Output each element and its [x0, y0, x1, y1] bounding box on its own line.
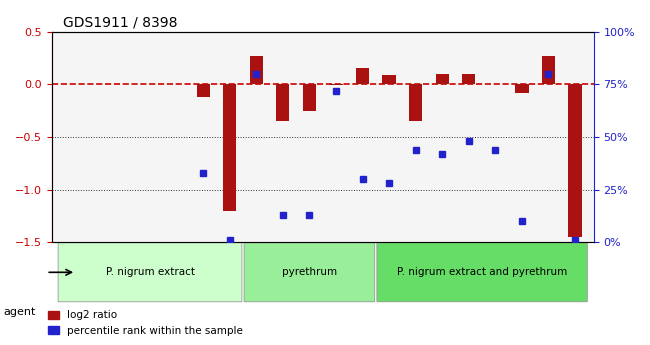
Bar [568, 84, 582, 237]
FancyBboxPatch shape [377, 243, 588, 302]
Bar [223, 84, 237, 210]
Text: pyrethrum: pyrethrum [282, 267, 337, 277]
Bar [303, 84, 316, 110]
Bar [542, 56, 555, 84]
Bar [250, 56, 263, 84]
Bar [436, 74, 449, 84]
Text: P. nigrum extract and pyrethrum: P. nigrum extract and pyrethrum [397, 267, 567, 277]
Bar [462, 74, 475, 84]
Bar [515, 84, 528, 93]
Legend: log2 ratio, percentile rank within the sample: log2 ratio, percentile rank within the s… [44, 306, 247, 340]
Bar [276, 84, 289, 121]
Bar [382, 75, 396, 84]
Bar [330, 84, 343, 85]
FancyBboxPatch shape [58, 243, 242, 302]
Text: P. nigrum extract: P. nigrum extract [105, 267, 194, 277]
Text: GDS1911 / 8398: GDS1911 / 8398 [62, 15, 177, 29]
FancyBboxPatch shape [244, 243, 375, 302]
Bar [409, 84, 423, 121]
Bar [356, 68, 369, 84]
Bar [196, 84, 210, 97]
Text: agent: agent [3, 307, 36, 317]
